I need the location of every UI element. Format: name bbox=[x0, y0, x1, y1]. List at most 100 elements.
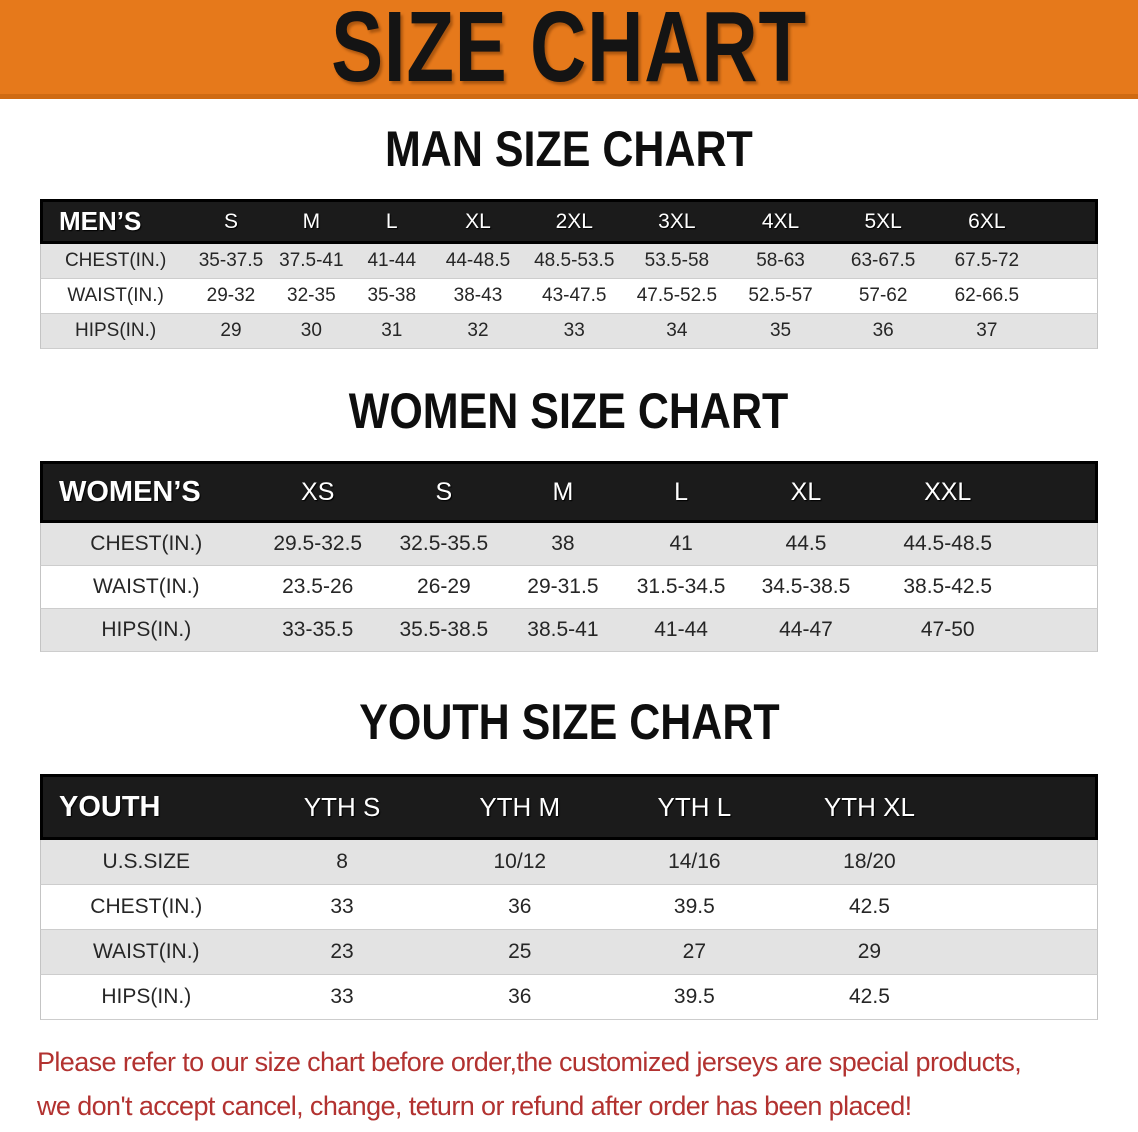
youth-measurement-value: 33 bbox=[251, 885, 433, 930]
men-section-heading-text: MAN SIZE CHART bbox=[385, 121, 753, 177]
women-row-label: CHEST(IN.) bbox=[40, 523, 252, 566]
women-measurement-value: 41 bbox=[621, 523, 741, 566]
youth-measurement-value: 14/16 bbox=[607, 840, 782, 885]
women-measurement-value: 47-50 bbox=[871, 609, 1024, 652]
spacer-cell bbox=[1039, 199, 1098, 244]
youth-measurement-value: 23 bbox=[251, 930, 433, 975]
men-table-row: WAIST(IN.) 29-32 32-35 35-38 38-43 43-47.5 47.… bbox=[40, 279, 1098, 314]
disclaimer-line2: we don't accept cancel, change, teturn o… bbox=[37, 1091, 912, 1121]
youth-table-row: HIPS(IN.) 33 36 39.5 42.5 bbox=[40, 975, 1098, 1020]
spacer-cell bbox=[1039, 244, 1098, 279]
men-section-heading: MAN SIZE CHART bbox=[0, 123, 1138, 175]
spacer-cell bbox=[957, 840, 1098, 885]
men-measurement-value: 29 bbox=[190, 314, 272, 349]
youth-measurement-value: 8 bbox=[251, 840, 433, 885]
youth-table-row: U.S.SIZE 8 10/12 14/16 18/20 bbox=[40, 840, 1098, 885]
women-measurement-value: 35.5-38.5 bbox=[383, 609, 504, 652]
women-measurement-value: 32.5-35.5 bbox=[383, 523, 504, 566]
size-chart-sections: MAN SIZE CHART MEN’S S M L XL 2XL 3XL 4XL 5XL 6XL C… bbox=[0, 123, 1138, 1020]
men-measurement-value: 31 bbox=[351, 314, 433, 349]
youth-size-column-header: YTH XL bbox=[781, 774, 958, 840]
women-measurement-value: 34.5-38.5 bbox=[740, 566, 872, 609]
women-section-heading-text: WOMEN SIZE CHART bbox=[349, 383, 789, 439]
youth-measurement-value: 36 bbox=[432, 975, 608, 1020]
youth-measurement-value: 36 bbox=[432, 885, 608, 930]
women-measurement-value: 38 bbox=[503, 523, 622, 566]
women-size-table: WOMEN’S XS S M L XL XXL CHEST(IN.) 29.5-32.5 32.5… bbox=[40, 461, 1098, 652]
men-table-row: CHEST(IN.) 35-37.5 37.5-41 41-44 44-48.5 48.5… bbox=[40, 244, 1098, 279]
men-size-column-header: 2XL bbox=[523, 199, 626, 244]
spacer-cell bbox=[1023, 566, 1098, 609]
banner-title: SIZE CHART bbox=[331, 0, 807, 103]
youth-row-label: WAIST(IN.) bbox=[40, 930, 252, 975]
women-row-label: WAIST(IN.) bbox=[40, 566, 252, 609]
men-measurement-value: 36 bbox=[832, 314, 934, 349]
men-measurement-value: 47.5-52.5 bbox=[625, 279, 729, 314]
men-size-column-header: L bbox=[351, 199, 433, 244]
youth-measurement-value: 42.5 bbox=[781, 885, 958, 930]
women-table-row: WAIST(IN.) 23.5-26 26-29 29-31.5 31.5-34.5 34… bbox=[40, 566, 1098, 609]
youth-measurement-value: 27 bbox=[607, 930, 782, 975]
youth-section-heading-text: YOUTH SIZE CHART bbox=[358, 694, 780, 750]
men-measurement-value: 33 bbox=[523, 314, 626, 349]
women-section-heading: WOMEN SIZE CHART bbox=[0, 385, 1138, 437]
spacer-cell bbox=[1023, 461, 1098, 523]
men-row-label: HIPS(IN.) bbox=[40, 314, 191, 349]
spacer-cell bbox=[1023, 523, 1098, 566]
spacer-cell bbox=[957, 774, 1098, 840]
men-measurement-value: 52.5-57 bbox=[728, 279, 833, 314]
women-size-section: WOMEN SIZE CHART WOMEN’S XS S M L XL XXL CHEST(I… bbox=[0, 385, 1138, 652]
men-header-label: MEN’S bbox=[40, 199, 191, 244]
women-size-column-header: M bbox=[503, 461, 622, 523]
men-measurement-value: 43-47.5 bbox=[523, 279, 626, 314]
men-measurement-value: 37.5-41 bbox=[271, 244, 352, 279]
youth-row-label: U.S.SIZE bbox=[40, 840, 252, 885]
men-measurement-value: 38-43 bbox=[432, 279, 524, 314]
men-header-row: MEN’S S M L XL 2XL 3XL 4XL 5XL 6XL bbox=[40, 199, 1098, 244]
youth-header-label: YOUTH bbox=[40, 774, 252, 840]
men-size-column-header: 6XL bbox=[933, 199, 1040, 244]
women-measurement-value: 38.5-42.5 bbox=[871, 566, 1024, 609]
youth-measurement-value: 18/20 bbox=[781, 840, 958, 885]
youth-measurement-value: 29 bbox=[781, 930, 958, 975]
men-measurement-value: 62-66.5 bbox=[933, 279, 1040, 314]
men-size-column-header: 3XL bbox=[625, 199, 729, 244]
women-size-column-header: L bbox=[621, 461, 741, 523]
youth-measurement-value: 42.5 bbox=[781, 975, 958, 1020]
women-header-row: WOMEN’S XS S M L XL XXL bbox=[40, 461, 1098, 523]
youth-size-column-header: YTH M bbox=[432, 774, 608, 840]
men-measurement-value: 30 bbox=[271, 314, 352, 349]
spacer-cell bbox=[1023, 609, 1098, 652]
men-size-column-header: XL bbox=[432, 199, 524, 244]
spacer-cell bbox=[1039, 314, 1098, 349]
men-row-label: CHEST(IN.) bbox=[40, 244, 191, 279]
youth-row-label: CHEST(IN.) bbox=[40, 885, 252, 930]
men-table-row: HIPS(IN.) 29 30 31 32 33 34 35 36 37 bbox=[40, 314, 1098, 349]
disclaimer: Please refer to our size chart before or… bbox=[29, 1040, 1109, 1128]
spacer-cell bbox=[957, 930, 1098, 975]
women-measurement-value: 44.5 bbox=[740, 523, 872, 566]
women-measurement-value: 23.5-26 bbox=[251, 566, 384, 609]
women-size-column-header: S bbox=[383, 461, 504, 523]
youth-table-row: CHEST(IN.) 33 36 39.5 42.5 bbox=[40, 885, 1098, 930]
men-row-label: WAIST(IN.) bbox=[40, 279, 191, 314]
youth-measurement-value: 10/12 bbox=[432, 840, 608, 885]
men-measurement-value: 58-63 bbox=[728, 244, 833, 279]
men-measurement-value: 35 bbox=[728, 314, 833, 349]
women-size-column-header: XXL bbox=[871, 461, 1024, 523]
women-measurement-value: 44-47 bbox=[740, 609, 872, 652]
youth-measurement-value: 39.5 bbox=[607, 975, 782, 1020]
men-size-section: MAN SIZE CHART MEN’S S M L XL 2XL 3XL 4XL 5XL 6XL C… bbox=[0, 123, 1138, 349]
women-header-label: WOMEN’S bbox=[40, 461, 252, 523]
spacer-cell bbox=[957, 975, 1098, 1020]
men-measurement-value: 37 bbox=[933, 314, 1040, 349]
men-measurement-value: 34 bbox=[625, 314, 729, 349]
youth-size-table: YOUTH YTH S YTH M YTH L YTH XL U.S.SIZE 8 10/12… bbox=[40, 774, 1098, 1020]
women-table-row: CHEST(IN.) 29.5-32.5 32.5-35.5 38 41 44.5 44.5… bbox=[40, 523, 1098, 566]
youth-measurement-value: 25 bbox=[432, 930, 608, 975]
youth-size-column-header: YTH L bbox=[607, 774, 782, 840]
women-size-column-header: XS bbox=[251, 461, 384, 523]
men-measurement-value: 48.5-53.5 bbox=[523, 244, 626, 279]
men-measurement-value: 32 bbox=[432, 314, 524, 349]
youth-header-row: YOUTH YTH S YTH M YTH L YTH XL bbox=[40, 774, 1098, 840]
